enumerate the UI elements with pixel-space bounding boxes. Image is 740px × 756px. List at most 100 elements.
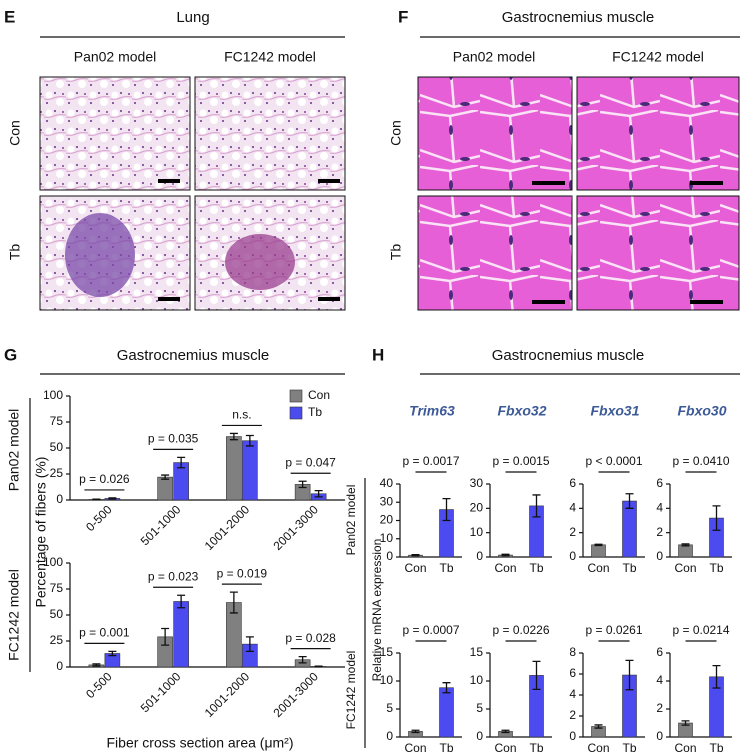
p-value: p = 0.026 xyxy=(79,472,130,486)
y-tick-label: 50 xyxy=(50,440,64,454)
error-bar xyxy=(108,650,117,657)
gene-name: Fbxo31 xyxy=(590,403,639,419)
histology-image xyxy=(417,195,573,311)
histology-image xyxy=(39,76,191,191)
gene-name: Trim63 xyxy=(409,403,455,419)
error-bar xyxy=(411,729,420,734)
column-header: Pan02 model xyxy=(453,49,536,65)
legend-swatch xyxy=(289,406,303,420)
histology-image xyxy=(576,195,740,311)
x-tick-label: Con xyxy=(494,741,516,755)
x-tick-label: Tb xyxy=(529,561,543,575)
p-value: p = 0.0007 xyxy=(402,623,459,637)
error-bar xyxy=(442,682,451,694)
y-tick-label: 2 xyxy=(569,525,576,539)
scale-bar xyxy=(318,179,340,183)
error-bar xyxy=(314,489,323,498)
p-value: p = 0.0017 xyxy=(402,454,459,468)
scale-bar xyxy=(532,181,565,185)
y-tick-label: 75 xyxy=(50,581,64,595)
error-bar xyxy=(92,498,101,501)
y-tick-label: 40 xyxy=(380,476,394,490)
y-tick-label: 5 xyxy=(476,701,483,715)
bar xyxy=(591,544,606,558)
error-bar xyxy=(532,660,541,691)
y-tick-label: 4 xyxy=(656,673,663,687)
column-header: Pan02 model xyxy=(74,49,157,65)
x-tick-label: Tb xyxy=(622,561,636,575)
error-bar xyxy=(108,497,117,500)
x-tick-label: Con xyxy=(404,741,426,755)
y-tick-label: 0 xyxy=(476,729,483,743)
panel-letter: G xyxy=(4,345,17,364)
y-tick-label: 25 xyxy=(50,466,64,480)
histology-image xyxy=(194,76,346,191)
y-tick-label: 0 xyxy=(386,549,393,563)
x-tick-label: Tb xyxy=(439,741,453,755)
bar xyxy=(226,436,242,501)
y-tick-label: 30 xyxy=(470,476,484,490)
y-tick-label: 0 xyxy=(656,729,663,743)
p-value: p = 0.035 xyxy=(148,432,199,446)
x-tick-label: 2001-3000 xyxy=(271,502,322,553)
y-tick-label: 0 xyxy=(56,492,63,506)
x-tick-label: 2001-3000 xyxy=(271,669,322,720)
x-tick-label: Tb xyxy=(439,561,453,575)
x-tick-label: Con xyxy=(674,561,696,575)
x-tick-label: Con xyxy=(404,561,426,575)
y-tick-label: 10 xyxy=(470,525,484,539)
y-tick-label: 4 xyxy=(656,501,663,515)
histology-image xyxy=(417,76,573,191)
panel-g: G Gastrocnemius muscle Pan02 model FC124… xyxy=(4,345,345,751)
column-header: FC1242 model xyxy=(612,49,704,65)
gene-name: Fbxo30 xyxy=(677,403,726,419)
x-tick-label: Con xyxy=(587,561,609,575)
y-tick-label: 10 xyxy=(380,531,394,545)
x-tick-label: 501-1000 xyxy=(138,669,184,715)
p-value: p < 0.0001 xyxy=(585,454,642,468)
lesion xyxy=(225,234,295,290)
y-tick-label: 2 xyxy=(569,708,576,722)
p-value: n.s. xyxy=(232,408,251,422)
error-bar xyxy=(229,432,238,441)
y-tick-label: 15 xyxy=(380,645,394,659)
p-value: p = 0.0261 xyxy=(585,623,642,637)
legend-swatch xyxy=(289,389,303,403)
bar xyxy=(173,601,189,668)
row-label: Tb xyxy=(388,244,404,261)
y-tick-label: 30 xyxy=(380,494,394,508)
x-tick-label: Tb xyxy=(622,741,636,755)
y-tick-label: 6 xyxy=(656,645,663,659)
panel-e: E Lung Pan02 model FC1242 model Con Tb xyxy=(4,7,346,311)
y-tick-label: 2 xyxy=(656,701,663,715)
error-bar xyxy=(501,729,510,734)
y-tick-label: 100 xyxy=(43,555,63,569)
p-value: p = 0.047 xyxy=(285,455,336,469)
y-tick-label: 0 xyxy=(569,549,576,563)
p-value: p = 0.0410 xyxy=(672,454,729,468)
y-tick-label: 6 xyxy=(656,476,663,490)
error-bar xyxy=(411,553,420,557)
column-header: FC1242 model xyxy=(224,49,316,65)
error-bar xyxy=(625,493,634,509)
error-bar xyxy=(532,494,541,518)
y-tick-label: 0 xyxy=(386,729,393,743)
y-tick-label: 0 xyxy=(569,729,576,743)
scale-bar xyxy=(318,297,340,301)
bar xyxy=(242,440,258,501)
error-bar xyxy=(161,474,170,480)
error-bar xyxy=(501,553,510,557)
y-tick-label: 50 xyxy=(50,607,64,621)
error-bar xyxy=(229,591,238,614)
x-axis-label: Fiber cross section area (μm²) xyxy=(107,735,294,751)
panel-h: H Gastrocnemius muscle Trim63 Fbxo32 Fbx… xyxy=(344,345,740,748)
error-bar xyxy=(298,480,307,489)
x-tick-label: Con xyxy=(674,741,696,755)
panel-f: F Gastrocnemius muscle Pan02 model FC124… xyxy=(388,7,740,311)
p-value: p = 0.0226 xyxy=(492,623,549,637)
y-tick-label: 20 xyxy=(380,513,394,527)
p-value: p = 0.0214 xyxy=(672,623,729,637)
y-tick-label: 0 xyxy=(656,549,663,563)
error-bar xyxy=(594,543,603,547)
